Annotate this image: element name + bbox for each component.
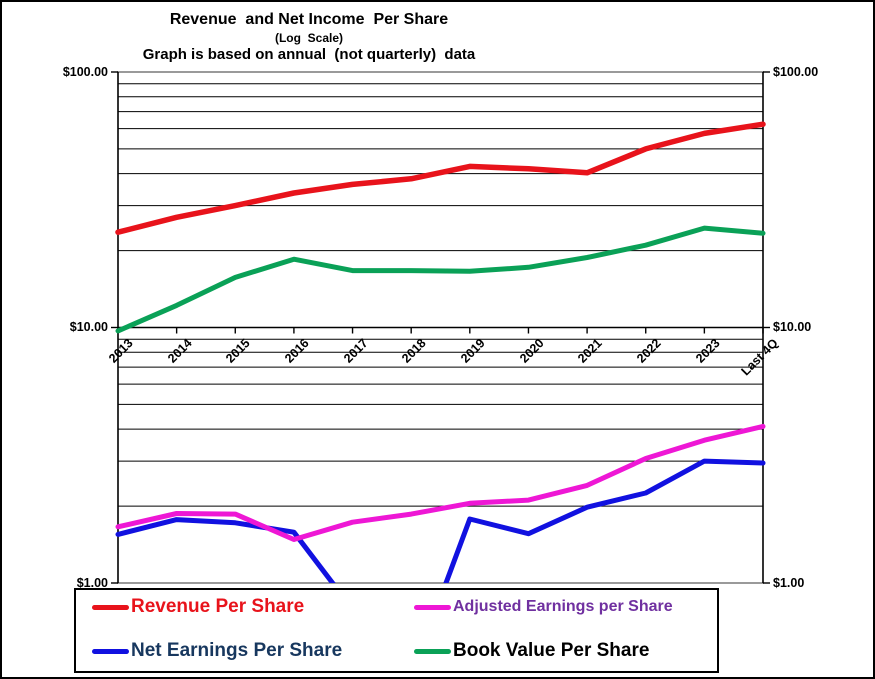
adjusted-earnings-line-swatch: [414, 604, 451, 610]
legend-label: Adjusted Earnings per Share: [453, 598, 673, 615]
legend-label: Revenue Per Share: [131, 596, 305, 617]
series-line-adjusted-earnings-per-share: [115, 423, 766, 542]
net-earnings-line-swatch: [92, 648, 129, 654]
legend-item-adjusted-earnings-per-share: Adjusted Earnings per Share: [414, 592, 673, 622]
chart-legend: Revenue Per Share Adjusted Earnings per …: [74, 588, 719, 673]
chart-title: Revenue and Net Income Per Share: [169, 11, 449, 28]
y-axis-label-right-10: $10.00: [773, 320, 812, 334]
y-axis-label-right-100: $100.00: [773, 65, 819, 79]
y-axis-label-right-1: $1.00: [773, 576, 805, 590]
series-line-net-earnings-per-share: [115, 458, 766, 583]
legend-label: Book Value Per Share: [453, 640, 650, 661]
legend-item-revenue-per-share: Revenue Per Share: [92, 592, 304, 622]
chart-title-block: Revenue and Net Income Per Share (Log Sc…: [120, 10, 498, 64]
series-line-revenue-per-share: [115, 121, 766, 235]
revenue-line-swatch: [92, 604, 129, 610]
legend-label: Net Earnings Per Share: [131, 640, 343, 661]
y-axis-label-left-100: $100.00: [62, 65, 108, 79]
book-value-line-swatch: [414, 648, 451, 654]
legend-item-book-value-per-share: Book Value Per Share: [414, 636, 649, 666]
chart-note: Graph is based on annual (not quarterly)…: [142, 46, 476, 63]
legend-item-net-earnings-per-share: Net Earnings Per Share: [92, 636, 342, 666]
chart-subtitle: (Log Scale): [274, 31, 343, 45]
y-axis-label-left-1: $1.00: [76, 576, 108, 590]
series-line-book-value-per-share: [115, 225, 766, 334]
y-axis-label-left-10: $10.00: [69, 320, 108, 334]
